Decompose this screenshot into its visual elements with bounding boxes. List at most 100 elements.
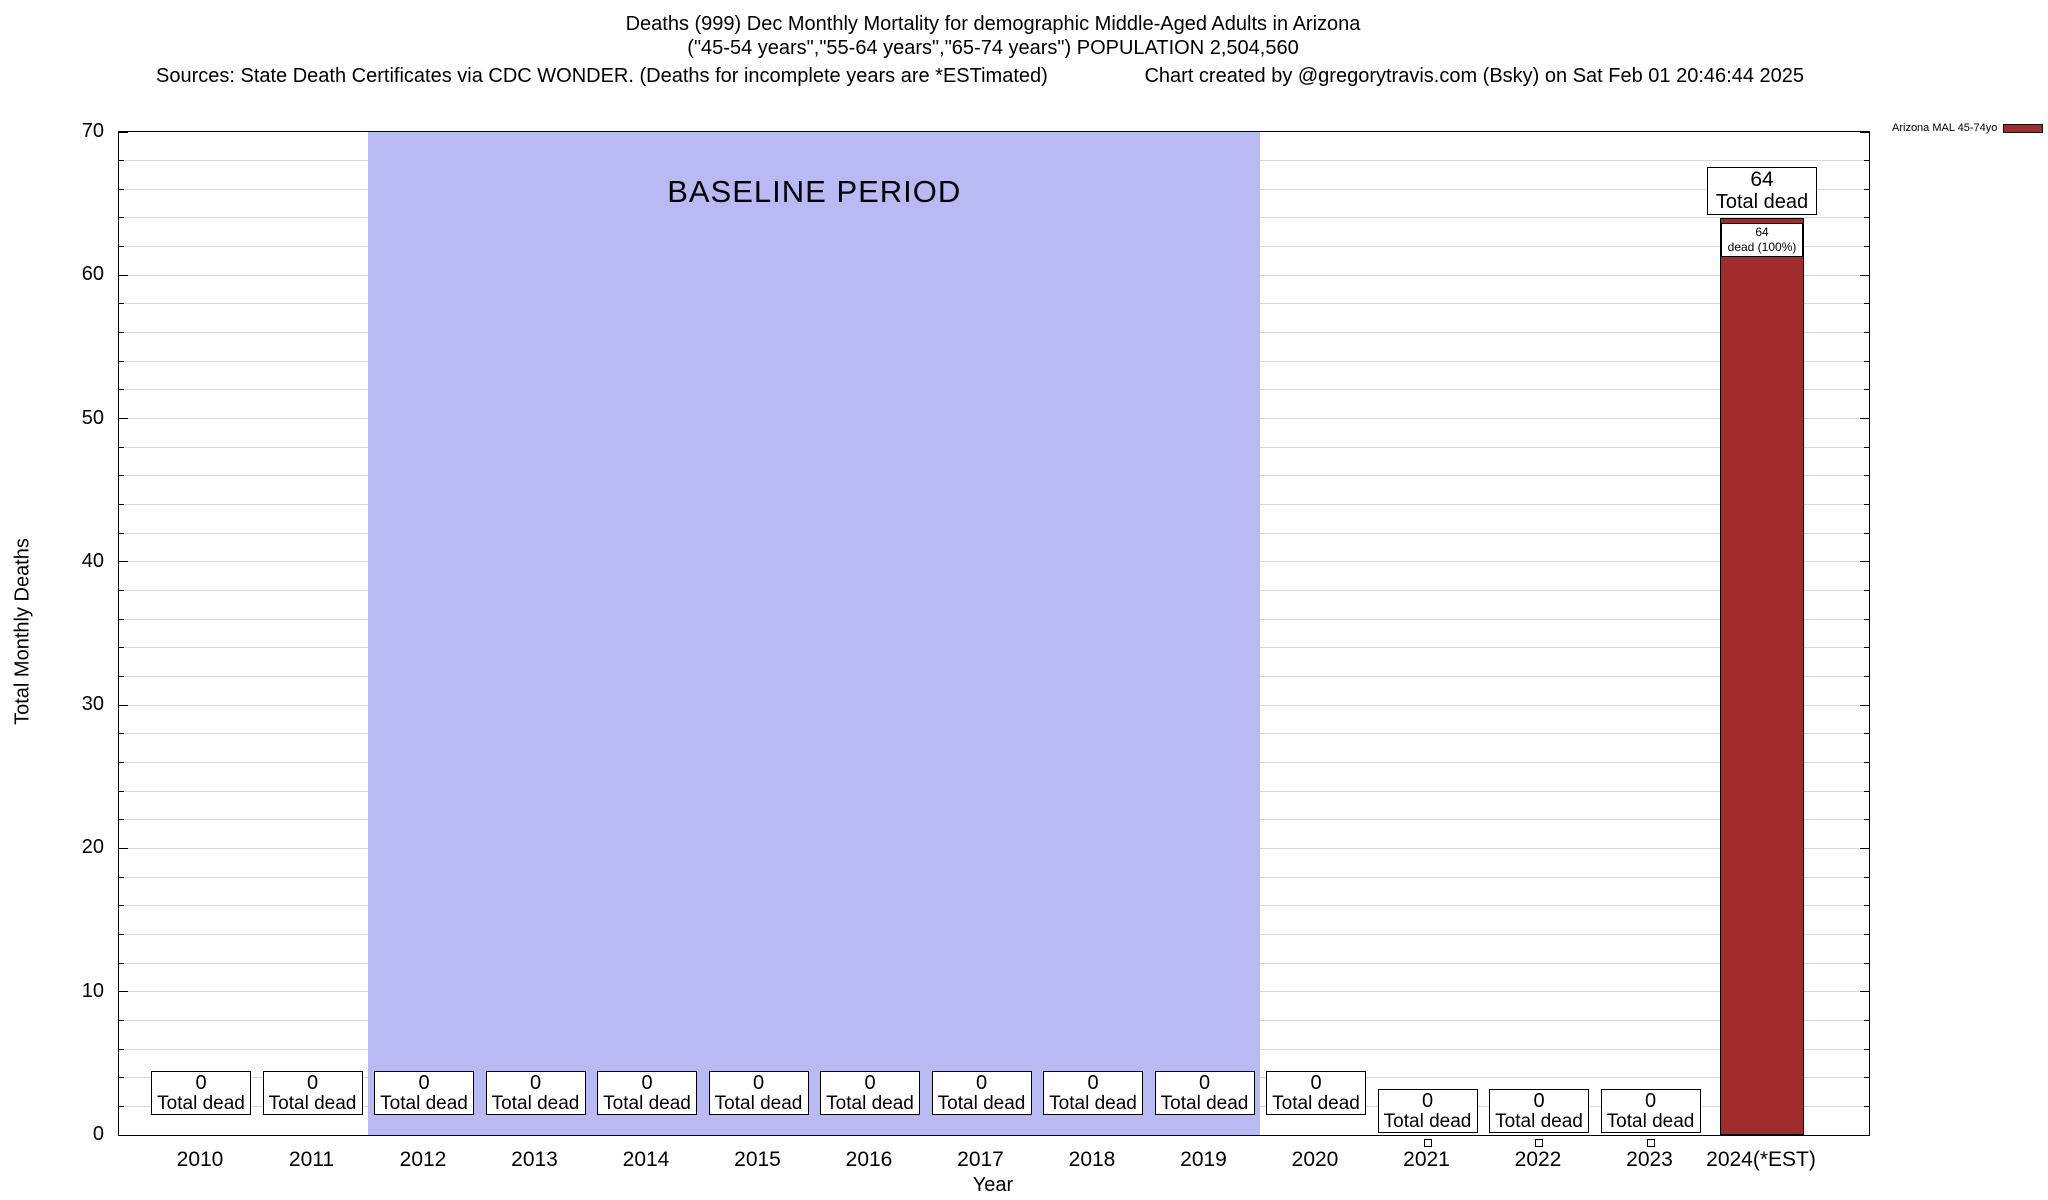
y-tick-mark [119, 360, 124, 362]
zero-total-box: 0 Total dead [1600, 1089, 1701, 1133]
x-tick-label: 2021 [1403, 1148, 1450, 1171]
y-tick-mark [1864, 733, 1869, 735]
y-tick-mark [1864, 819, 1869, 821]
zero-total-box: 0 Total dead [1489, 1089, 1589, 1133]
y-tick-mark [1864, 303, 1869, 305]
zero-value: 0 [1198, 1072, 1211, 1094]
zero-value: 0 [1310, 1072, 1322, 1094]
y-tick-mark [1864, 647, 1869, 649]
y-tick-mark [1860, 1134, 1869, 1136]
zero-total-box: 0 Total dead [820, 1071, 920, 1115]
zero-total-box: 0 Total dead [708, 1071, 809, 1115]
legend-swatch [2003, 123, 2044, 133]
bar-value-caption: Total dead [1715, 190, 1809, 213]
zero-value: 0 [1533, 1090, 1545, 1112]
y-tick-mark [1864, 332, 1869, 334]
y-tick-mark [119, 389, 124, 391]
zero-total-box: 0 Total dead [262, 1071, 363, 1115]
x-tick-label: 2012 [399, 1148, 447, 1171]
zero-caption: Total dead [603, 1093, 691, 1114]
zero-value: 0 [975, 1072, 988, 1094]
x-tick-label: 2023 [1626, 1148, 1673, 1171]
y-tick-mark [119, 1019, 124, 1021]
zero-value: 0 [864, 1072, 876, 1094]
y-tick-mark [1864, 188, 1869, 190]
bar-value-line: 64 [1750, 167, 1774, 191]
zero-value: 0 [418, 1072, 430, 1094]
x-tick-label: 2011 [288, 1148, 335, 1171]
zero-caption: Total dead [380, 1093, 468, 1114]
y-tick-mark [1864, 905, 1869, 907]
y-tick-mark [119, 876, 124, 878]
y-tick-mark [119, 819, 124, 821]
y-tick-label: 60 [81, 263, 104, 286]
data-bar [1720, 217, 1804, 1135]
chart-notes-row: Sources: State Death Certificates via CD… [118, 64, 1868, 88]
y-tick-mark [119, 188, 124, 190]
y-tick-mark [119, 905, 124, 907]
y-tick-mark [119, 790, 124, 792]
y-tick-label: 70 [81, 120, 104, 142]
y-axis-title: Total Monthly Deaths [11, 538, 34, 725]
y-tick-mark [119, 561, 128, 563]
chart-title: Deaths (999) Dec Monthly Mortality for d… [625, 13, 1361, 35]
y-tick-mark [119, 532, 124, 534]
x-tick-label: 2010 [176, 1148, 224, 1171]
x-tick-label: 2018 [1068, 1148, 1116, 1171]
y-tick-mark [1864, 618, 1869, 620]
y-tick-mark [1864, 1105, 1869, 1107]
zero-caption: Total dead [1049, 1093, 1137, 1114]
zero-caption: Total dead [268, 1093, 357, 1114]
y-tick-mark [119, 991, 128, 993]
zero-total-box: 0 Total dead [1154, 1071, 1255, 1115]
y-tick-mark [1864, 360, 1869, 362]
y-tick-mark [119, 131, 128, 133]
y-tick-mark [1864, 532, 1869, 534]
y-tick-mark [1860, 274, 1869, 276]
y-tick-mark [119, 274, 128, 276]
y-tick-mark [1864, 504, 1869, 506]
y-tick-mark [1864, 246, 1869, 248]
y-tick-mark [119, 1048, 124, 1050]
y-tick-mark [1864, 1077, 1869, 1079]
zero-total-box: 0 Total dead [151, 1071, 251, 1115]
y-tick-mark [119, 1105, 124, 1107]
y-tick-mark [119, 618, 124, 620]
y-tick-mark [119, 962, 124, 964]
y-tick-mark [119, 160, 124, 162]
y-tick-label: 40 [81, 549, 104, 572]
y-tick-mark [1864, 962, 1869, 964]
zero-caption: Total dead [714, 1093, 803, 1114]
zero-caption: Total dead [1160, 1093, 1249, 1114]
legend-label: Arizona MAL 45-74yo [1892, 122, 1998, 134]
y-tick-mark [1864, 790, 1869, 792]
x-tick-label: 2015 [734, 1148, 781, 1171]
x-tick-label: 2019 [1180, 1148, 1227, 1171]
x-axis-title: Year [972, 1174, 1014, 1196]
y-tick-mark [119, 1134, 128, 1136]
y-tick-label: 20 [81, 836, 104, 859]
credit-note: Chart created by @gregorytravis.com (Bsk… [1144, 65, 1804, 87]
y-tick-label: 10 [81, 979, 104, 1002]
zero-total-box: 0 Total dead [374, 1071, 474, 1115]
y-tick-mark [1864, 217, 1869, 219]
y-tick-mark [1860, 991, 1869, 993]
y-tick-mark [119, 704, 128, 706]
x-tick-label: 2024(*EST) [1706, 1148, 1816, 1171]
y-tick-mark [1860, 131, 1869, 133]
y-tick-mark [119, 733, 124, 735]
y-tick-mark [1864, 876, 1869, 878]
zero-value: 0 [641, 1072, 653, 1094]
y-tick-mark [119, 246, 124, 248]
y-tick-mark [1864, 1048, 1869, 1050]
y-tick-mark [119, 647, 124, 649]
zero-caption: Total dead [491, 1093, 580, 1114]
zero-point-marker [1423, 1139, 1432, 1147]
y-tick-mark [119, 761, 124, 763]
y-tick-mark [119, 418, 128, 420]
y-tick-mark [119, 504, 124, 506]
y-tick-mark [1864, 475, 1869, 477]
y-tick-mark [1860, 704, 1869, 706]
y-tick-mark [119, 933, 124, 935]
x-tick-label: 2016 [845, 1148, 893, 1171]
